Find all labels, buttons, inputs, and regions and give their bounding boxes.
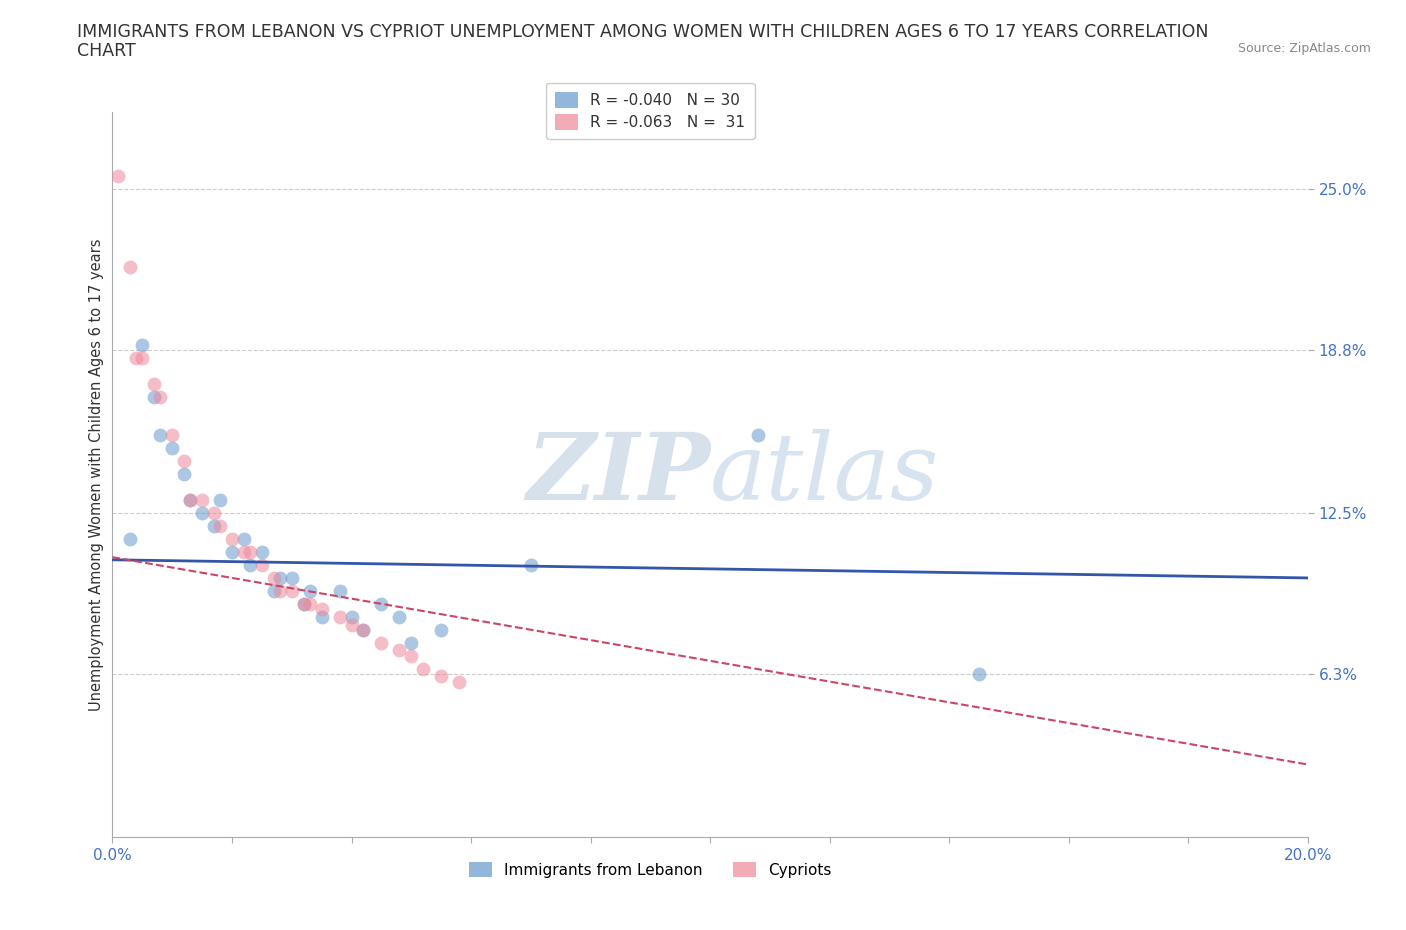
Point xyxy=(281,570,304,585)
Point xyxy=(269,583,291,598)
Point xyxy=(292,596,315,611)
Point xyxy=(221,545,243,560)
Point xyxy=(239,545,262,560)
Point xyxy=(131,351,153,365)
Point xyxy=(131,338,153,352)
Point xyxy=(353,622,375,637)
Point xyxy=(340,618,363,632)
Point xyxy=(191,506,214,521)
Point xyxy=(120,532,142,547)
Point xyxy=(149,389,172,404)
Point xyxy=(430,669,453,684)
Point xyxy=(202,519,225,534)
Point xyxy=(173,454,195,469)
Point xyxy=(370,596,392,611)
Point xyxy=(401,648,423,663)
Point xyxy=(311,602,333,617)
Point xyxy=(173,467,195,482)
Point xyxy=(250,558,273,573)
Point xyxy=(191,493,214,508)
Point xyxy=(209,493,232,508)
Point xyxy=(401,635,423,650)
Point xyxy=(747,428,769,443)
Point xyxy=(250,545,273,560)
Point xyxy=(340,609,363,624)
Point xyxy=(120,259,142,274)
Y-axis label: Unemployment Among Women with Children Ages 6 to 17 years: Unemployment Among Women with Children A… xyxy=(89,238,104,711)
Legend: Immigrants from Lebanon, Cypriots: Immigrants from Lebanon, Cypriots xyxy=(463,856,838,884)
Point xyxy=(370,635,392,650)
Point xyxy=(143,389,166,404)
Point xyxy=(162,428,183,443)
Point xyxy=(298,583,321,598)
Point xyxy=(292,596,315,611)
Point xyxy=(233,545,256,560)
Point xyxy=(143,377,166,392)
Point xyxy=(388,609,411,624)
Point xyxy=(125,351,148,365)
Point xyxy=(269,570,291,585)
Point xyxy=(239,558,262,573)
Text: IMMIGRANTS FROM LEBANON VS CYPRIOT UNEMPLOYMENT AMONG WOMEN WITH CHILDREN AGES 6: IMMIGRANTS FROM LEBANON VS CYPRIOT UNEMP… xyxy=(77,23,1209,41)
Point xyxy=(329,583,352,598)
Text: CHART: CHART xyxy=(77,42,136,60)
Point xyxy=(162,441,183,456)
Point xyxy=(209,519,232,534)
Text: atlas: atlas xyxy=(710,430,939,519)
Point xyxy=(520,558,543,573)
Point xyxy=(202,506,225,521)
Point xyxy=(449,674,471,689)
Point xyxy=(388,643,411,658)
Point xyxy=(281,583,304,598)
Point xyxy=(221,532,243,547)
Point xyxy=(412,661,434,676)
Point xyxy=(107,169,129,184)
Point xyxy=(263,583,285,598)
Point xyxy=(179,493,201,508)
Point xyxy=(311,609,333,624)
Point xyxy=(967,667,990,682)
Point xyxy=(149,428,172,443)
Point xyxy=(298,596,321,611)
Point xyxy=(353,622,375,637)
Point xyxy=(263,570,285,585)
Point xyxy=(179,493,201,508)
Point xyxy=(233,532,256,547)
Point xyxy=(430,622,453,637)
Point xyxy=(329,609,352,624)
Text: Source: ZipAtlas.com: Source: ZipAtlas.com xyxy=(1237,42,1371,55)
Text: ZIP: ZIP xyxy=(526,430,710,519)
